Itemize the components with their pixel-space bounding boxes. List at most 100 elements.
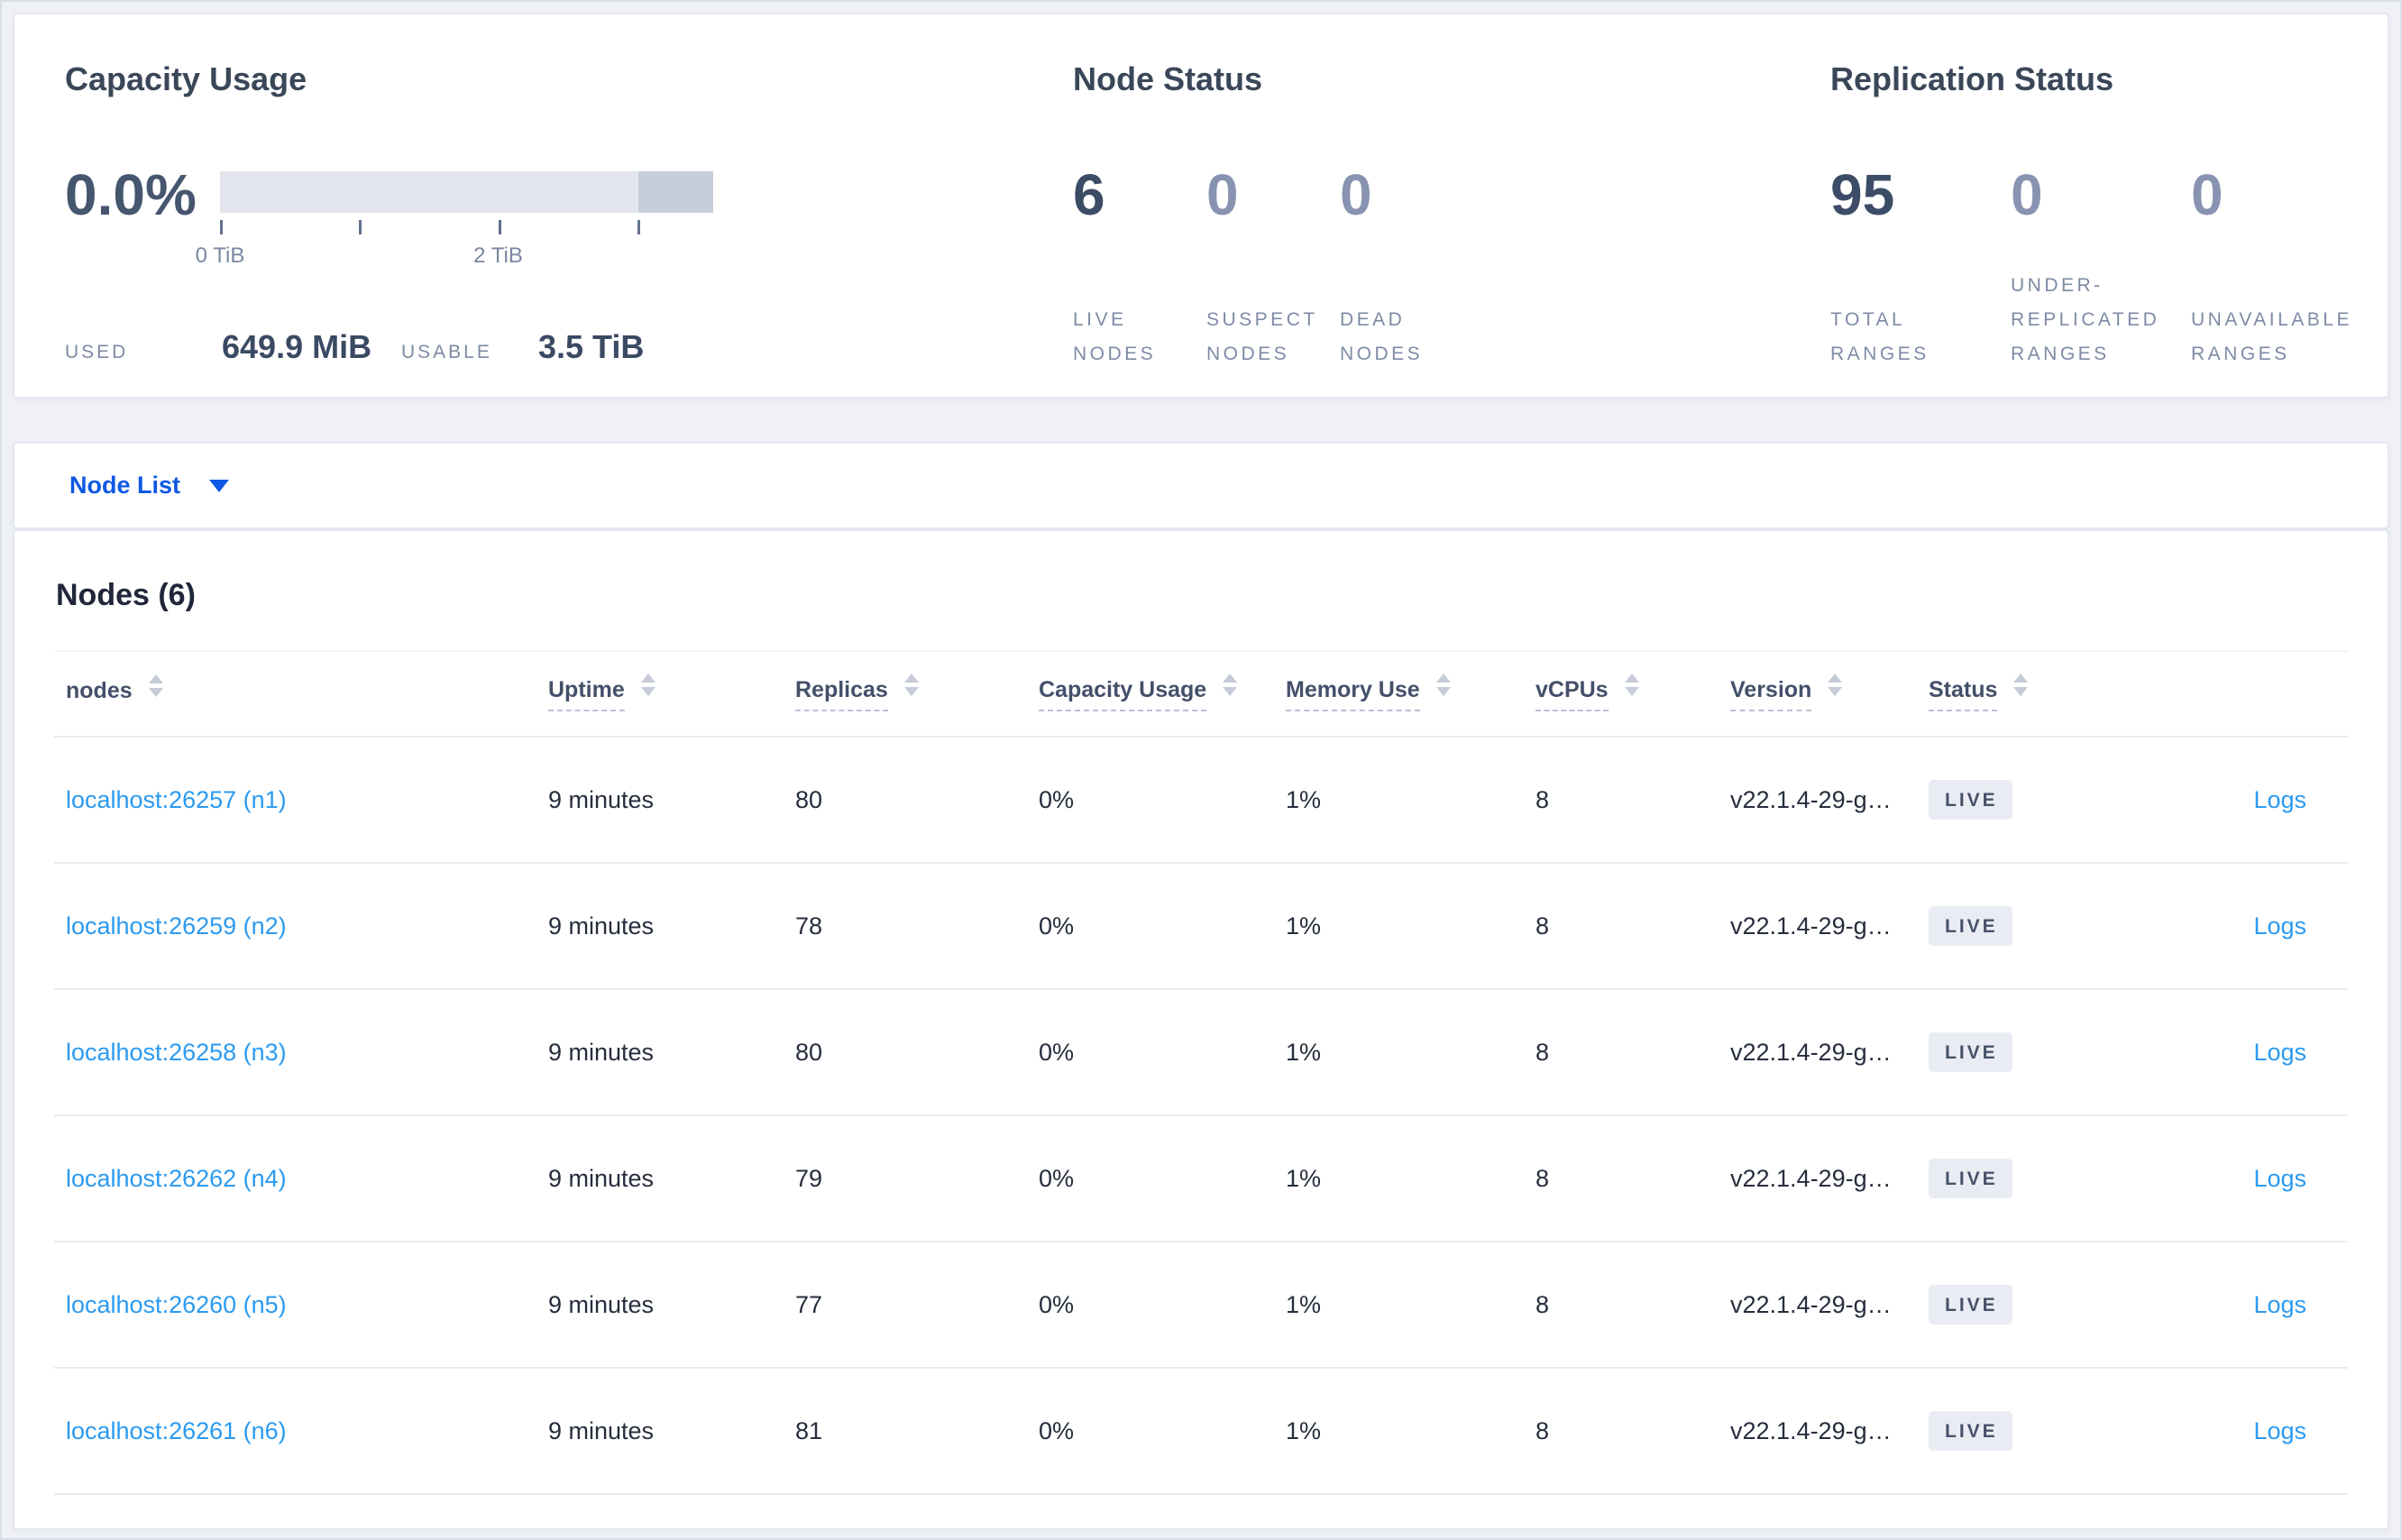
column-header-status[interactable]: Status bbox=[1929, 650, 2154, 738]
replication-stat-value: 0 bbox=[2191, 162, 2223, 227]
column-label: Memory Use bbox=[1286, 677, 1420, 711]
replication-stat: 0 UNDER-REPLICATED RANGES bbox=[2011, 166, 2191, 371]
sort-asc-triangle bbox=[2013, 674, 2029, 683]
column-label: nodes bbox=[66, 677, 133, 703]
vcpus-cell: 8 bbox=[1536, 737, 1730, 864]
sort-desc-triangle bbox=[1435, 687, 1451, 697]
sort-asc-triangle bbox=[1828, 674, 1843, 683]
logs-cell: Logs bbox=[2154, 737, 2348, 864]
logs-link[interactable]: Logs bbox=[2253, 785, 2306, 813]
sort-icon bbox=[1828, 674, 1843, 697]
column-header-uptime[interactable]: Uptime bbox=[548, 650, 795, 738]
axis-tick bbox=[498, 220, 501, 234]
nodes-table: nodes Uptime Replicas Capacity Usage Memory … bbox=[54, 650, 2348, 1495]
logs-link[interactable]: Logs bbox=[2253, 912, 2306, 940]
replication-stat-label: UNAVAILABLE RANGES bbox=[2191, 309, 2352, 364]
replication-stat-value: 95 bbox=[1830, 162, 1895, 227]
status-badge: LIVE bbox=[1929, 906, 2012, 946]
column-header-nodes[interactable]: nodes bbox=[54, 650, 548, 738]
node-link[interactable]: localhost:26262 (n4) bbox=[66, 1164, 287, 1192]
memory-use-cell: 1% bbox=[1286, 737, 1536, 864]
capacity-usage-cell: 0% bbox=[1039, 863, 1286, 990]
node-link[interactable]: localhost:26261 (n6) bbox=[66, 1416, 287, 1444]
status-badge: LIVE bbox=[1929, 1032, 2012, 1072]
column-label: Status bbox=[1929, 677, 1998, 711]
nodes-panel: Nodes (6) nodes Uptime Replicas Capacity Us… bbox=[13, 529, 2389, 1530]
column-header-memory-use[interactable]: Memory Use bbox=[1286, 650, 1536, 738]
uptime-cell: 9 minutes bbox=[548, 989, 795, 1116]
logs-cell: Logs bbox=[2154, 863, 2348, 990]
column-header-vcpus[interactable]: vCPUs bbox=[1536, 650, 1730, 738]
capacity-usage-title: Capacity Usage bbox=[65, 60, 307, 97]
memory-use-cell: 1% bbox=[1286, 1368, 1536, 1495]
capacity-bar-chart: 0 TiB 2 TiB bbox=[196, 171, 713, 270]
column-label: Replicas bbox=[795, 677, 888, 711]
node-link[interactable]: localhost:26259 (n2) bbox=[66, 912, 287, 940]
nodes-table-header-row: nodes Uptime Replicas Capacity Usage Memory … bbox=[54, 650, 2348, 738]
replication-stat-label: TOTAL RANGES bbox=[1830, 309, 1930, 364]
logs-link[interactable]: Logs bbox=[2253, 1038, 2306, 1066]
replication-status-stats: 95 TOTAL RANGES 0 UNDER-REPLICATED RANGES 0 U… bbox=[1830, 166, 2388, 371]
sort-icon bbox=[640, 674, 656, 697]
logs-cell: Logs bbox=[2154, 989, 2348, 1116]
sort-icon bbox=[148, 674, 163, 698]
vcpus-cell: 8 bbox=[1536, 989, 1730, 1116]
capacity-percent: 0.0% bbox=[65, 162, 197, 227]
node-status-stat-value: 0 bbox=[1340, 162, 1372, 227]
sort-asc-triangle bbox=[1624, 674, 1639, 683]
version-cell: v22.1.4-29-g… bbox=[1730, 1368, 1929, 1495]
usable-label: USABLE bbox=[401, 342, 492, 362]
table-row: localhost:26261 (n6) 9 minutes 81 0% 1% 8 v22.… bbox=[54, 1368, 2348, 1495]
logs-link[interactable]: Logs bbox=[2253, 1290, 2306, 1318]
sort-icon bbox=[2013, 674, 2029, 697]
node-link[interactable]: localhost:26258 (n3) bbox=[66, 1038, 287, 1066]
memory-use-cell: 1% bbox=[1286, 863, 1536, 990]
sort-icon bbox=[1223, 674, 1238, 697]
sort-desc-triangle bbox=[1624, 687, 1639, 697]
node-status-stat: 0 SUSPECT NODES bbox=[1206, 166, 1340, 371]
logs-cell: Logs bbox=[2154, 1242, 2348, 1369]
column-label: Uptime bbox=[548, 677, 625, 711]
logs-link[interactable]: Logs bbox=[2253, 1416, 2306, 1444]
node-status-stat-value: 6 bbox=[1073, 162, 1105, 227]
version-cell: v22.1.4-29-g… bbox=[1730, 1115, 1929, 1242]
status-cell: LIVE bbox=[1929, 863, 2154, 990]
sort-asc-triangle bbox=[640, 674, 656, 683]
uptime-cell: 9 minutes bbox=[548, 863, 795, 990]
sort-asc-triangle bbox=[148, 674, 163, 684]
sort-desc-triangle bbox=[903, 687, 919, 697]
nodes-panel-title: Nodes (6) bbox=[56, 578, 196, 612]
column-header-capacity-usage[interactable]: Capacity Usage bbox=[1039, 650, 1286, 738]
node-list-dropdown[interactable]: Node List bbox=[69, 472, 230, 500]
column-header-version[interactable]: Version bbox=[1730, 650, 1929, 738]
vcpus-cell: 8 bbox=[1536, 1368, 1730, 1495]
table-row: localhost:26259 (n2) 9 minutes 78 0% 1% 8 v22.… bbox=[54, 863, 2348, 990]
sort-desc-triangle bbox=[2013, 687, 2029, 697]
node-status-stat-label: DEAD NODES bbox=[1340, 309, 1424, 364]
node-link[interactable]: localhost:26260 (n5) bbox=[66, 1290, 287, 1318]
replication-stat-label: UNDER-REPLICATED RANGES bbox=[2011, 275, 2160, 364]
capacity-usage-cell: 0% bbox=[1039, 1242, 1286, 1369]
nodes-table-body: localhost:26257 (n1) 9 minutes 80 0% 1% 8 v22.… bbox=[54, 737, 2348, 1495]
table-row: localhost:26258 (n3) 9 minutes 80 0% 1% 8 v22.… bbox=[54, 989, 2348, 1116]
uptime-cell: 9 minutes bbox=[548, 1242, 795, 1369]
uptime-cell: 9 minutes bbox=[548, 1115, 795, 1242]
sort-asc-triangle bbox=[1223, 674, 1238, 683]
column-label: Capacity Usage bbox=[1039, 677, 1207, 711]
replication-stat: 0 UNAVAILABLE RANGES bbox=[2191, 166, 2371, 371]
replicas-cell: 81 bbox=[795, 1368, 1039, 1495]
vcpus-cell: 8 bbox=[1536, 1242, 1730, 1369]
node-list-bar: Node List bbox=[13, 442, 2389, 529]
replicas-cell: 80 bbox=[795, 989, 1039, 1116]
node-link[interactable]: localhost:26257 (n1) bbox=[66, 785, 287, 813]
nodes-table-wrap: nodes Uptime Replicas Capacity Usage Memory … bbox=[14, 650, 2388, 1495]
node-status-stat: 0 DEAD NODES bbox=[1340, 166, 1473, 371]
version-cell: v22.1.4-29-g… bbox=[1730, 989, 1929, 1116]
capacity-usage-section: Capacity Usage 0.0% 0 TiB 2 TiB bbox=[65, 60, 1073, 397]
capacity-usage-cell: 0% bbox=[1039, 1115, 1286, 1242]
sort-asc-triangle bbox=[903, 674, 919, 683]
logs-link[interactable]: Logs bbox=[2253, 1164, 2306, 1192]
status-badge: LIVE bbox=[1929, 780, 2012, 820]
column-header-replicas[interactable]: Replicas bbox=[795, 650, 1039, 738]
replication-status-title: Replication Status bbox=[1830, 60, 2114, 97]
